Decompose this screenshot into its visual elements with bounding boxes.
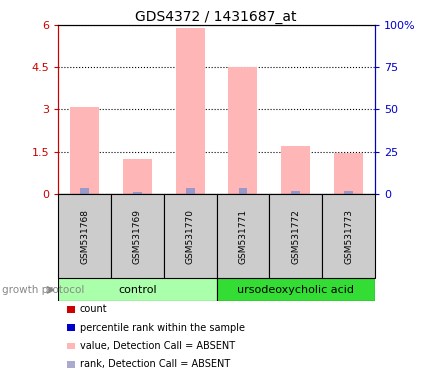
Bar <box>281 146 310 194</box>
Bar <box>123 159 151 194</box>
Bar <box>185 188 194 194</box>
Text: GSM531772: GSM531772 <box>291 209 300 263</box>
Text: GSM531769: GSM531769 <box>132 209 141 264</box>
Bar <box>269 194 322 278</box>
Bar <box>238 188 247 194</box>
Bar <box>216 194 269 278</box>
Bar <box>291 191 299 194</box>
Bar <box>163 194 216 278</box>
Text: rank, Detection Call = ABSENT: rank, Detection Call = ABSENT <box>80 359 230 369</box>
Text: GSM531770: GSM531770 <box>185 209 194 264</box>
Text: count: count <box>80 304 107 314</box>
Bar <box>80 188 89 194</box>
Text: ursodeoxycholic acid: ursodeoxycholic acid <box>237 285 353 295</box>
Bar <box>344 191 352 194</box>
Bar <box>58 194 111 278</box>
Text: GSM531773: GSM531773 <box>343 209 352 264</box>
Bar <box>175 28 204 194</box>
Text: GDS4372 / 1431687_at: GDS4372 / 1431687_at <box>135 10 295 23</box>
Text: value, Detection Call = ABSENT: value, Detection Call = ABSENT <box>80 341 234 351</box>
Bar <box>70 107 99 194</box>
Bar <box>228 67 257 194</box>
Text: GSM531768: GSM531768 <box>80 209 89 264</box>
Text: GSM531771: GSM531771 <box>238 209 247 264</box>
Text: percentile rank within the sample: percentile rank within the sample <box>80 323 244 333</box>
Bar <box>58 278 216 301</box>
Bar <box>216 278 374 301</box>
Text: control: control <box>118 285 157 295</box>
Bar <box>133 192 141 194</box>
Bar <box>333 153 362 194</box>
Bar <box>322 194 374 278</box>
Text: growth protocol: growth protocol <box>2 285 84 295</box>
Bar <box>111 194 163 278</box>
